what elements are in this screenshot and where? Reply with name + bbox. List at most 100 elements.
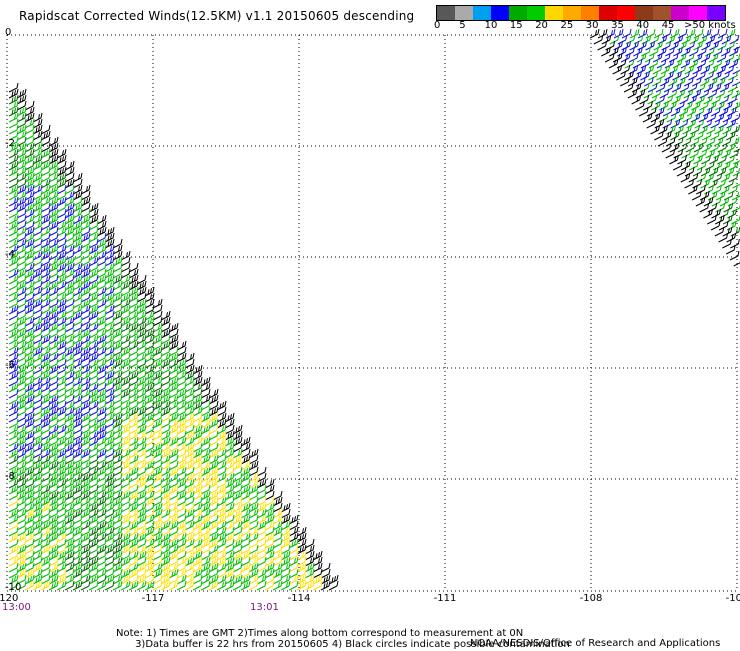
wind-barb <box>128 316 139 327</box>
wind-barb <box>644 76 654 87</box>
wind-barb <box>184 364 195 375</box>
wind-barb <box>16 226 27 237</box>
wind-barb <box>80 190 91 201</box>
wind-barb <box>88 370 99 381</box>
wind-barb <box>296 568 307 579</box>
wind-barb <box>160 334 171 345</box>
wind-barb <box>8 532 19 543</box>
wind-barb <box>651 100 661 111</box>
wind-barb <box>88 274 99 285</box>
wind-barb <box>721 46 731 57</box>
wind-barb <box>144 502 155 513</box>
wind-barb <box>24 580 35 591</box>
wind-barb <box>176 394 187 405</box>
wind-barb <box>128 562 139 573</box>
wind-barb <box>96 448 107 459</box>
wind-barb <box>691 100 701 111</box>
wind-barb <box>628 76 638 87</box>
wind-barb <box>120 412 131 423</box>
wind-barb <box>24 292 35 303</box>
wind-barb <box>288 538 299 549</box>
wind-barb <box>184 424 195 435</box>
wind-barb <box>48 532 59 543</box>
wind-barb <box>112 388 123 399</box>
wind-barb <box>32 112 43 123</box>
wind-barb <box>104 430 115 441</box>
wind-barb <box>184 574 195 585</box>
wind-barb <box>208 526 219 537</box>
wind-barb <box>96 376 107 387</box>
wind-barb <box>48 250 59 261</box>
wind-barb <box>144 376 155 387</box>
wind-barb <box>176 382 187 393</box>
wind-barb <box>152 520 163 531</box>
wind-barb <box>152 472 163 483</box>
wind-barb <box>725 244 736 255</box>
wind-barb <box>96 304 107 315</box>
wind-barb <box>660 76 670 87</box>
wind-barb <box>683 88 694 99</box>
wind-barb <box>8 502 19 513</box>
wind-barb <box>240 550 251 561</box>
wind-barb <box>8 472 19 483</box>
wind-barb <box>152 568 163 579</box>
wind-barb <box>48 364 59 375</box>
wind-barb <box>112 376 123 387</box>
wind-barb <box>64 274 75 285</box>
wind-barb <box>240 484 251 495</box>
wind-barb <box>112 304 123 315</box>
wind-barb <box>112 256 123 267</box>
wind-barb <box>112 316 123 327</box>
wind-barb <box>160 316 171 327</box>
wind-barb <box>136 292 147 303</box>
wind-barb <box>711 208 721 219</box>
wind-barb <box>56 484 67 495</box>
wind-barb <box>200 568 211 579</box>
wind-barb <box>56 400 67 411</box>
wind-barb <box>8 388 19 399</box>
wind-barb <box>702 118 713 129</box>
wind-barb <box>216 544 227 555</box>
wind-barb <box>112 574 123 585</box>
wind-barb <box>104 364 115 375</box>
wind-barb <box>184 520 195 531</box>
wind-barb <box>40 532 51 543</box>
wind-barb <box>8 298 19 309</box>
wind-barb <box>72 196 83 207</box>
wind-barb <box>40 244 51 255</box>
wind-barb <box>120 448 131 459</box>
wind-barb <box>706 124 717 135</box>
wind-barb <box>24 550 35 561</box>
wind-barb <box>208 424 219 435</box>
wind-barb <box>40 472 51 483</box>
wind-barb <box>628 52 639 63</box>
wind-barb <box>670 118 681 129</box>
wind-barb <box>184 448 195 459</box>
wind-barb <box>240 532 251 543</box>
wind-barb <box>128 334 139 345</box>
wind-barb <box>128 328 139 339</box>
wind-barb <box>176 370 187 381</box>
wind-barb <box>96 244 107 255</box>
wind-barb <box>16 178 27 189</box>
wind-barb <box>699 100 709 111</box>
wind-barb <box>8 352 19 363</box>
wind-barb <box>40 316 51 327</box>
wind-barb <box>264 526 275 537</box>
wind-barb <box>64 160 75 171</box>
wind-barb <box>72 190 83 201</box>
wind-barb <box>88 364 99 375</box>
wind-barb <box>32 394 43 405</box>
wind-barb <box>176 556 187 567</box>
wind-barb <box>80 358 91 369</box>
wind-barb <box>72 472 83 483</box>
wind-barb <box>136 448 147 459</box>
wind-barb <box>136 484 147 495</box>
wind-barb <box>657 46 667 57</box>
wind-barb <box>104 298 115 309</box>
wind-barb <box>104 316 115 327</box>
wind-barb <box>709 28 720 39</box>
wind-barb <box>24 430 35 441</box>
wind-barb <box>24 178 35 189</box>
